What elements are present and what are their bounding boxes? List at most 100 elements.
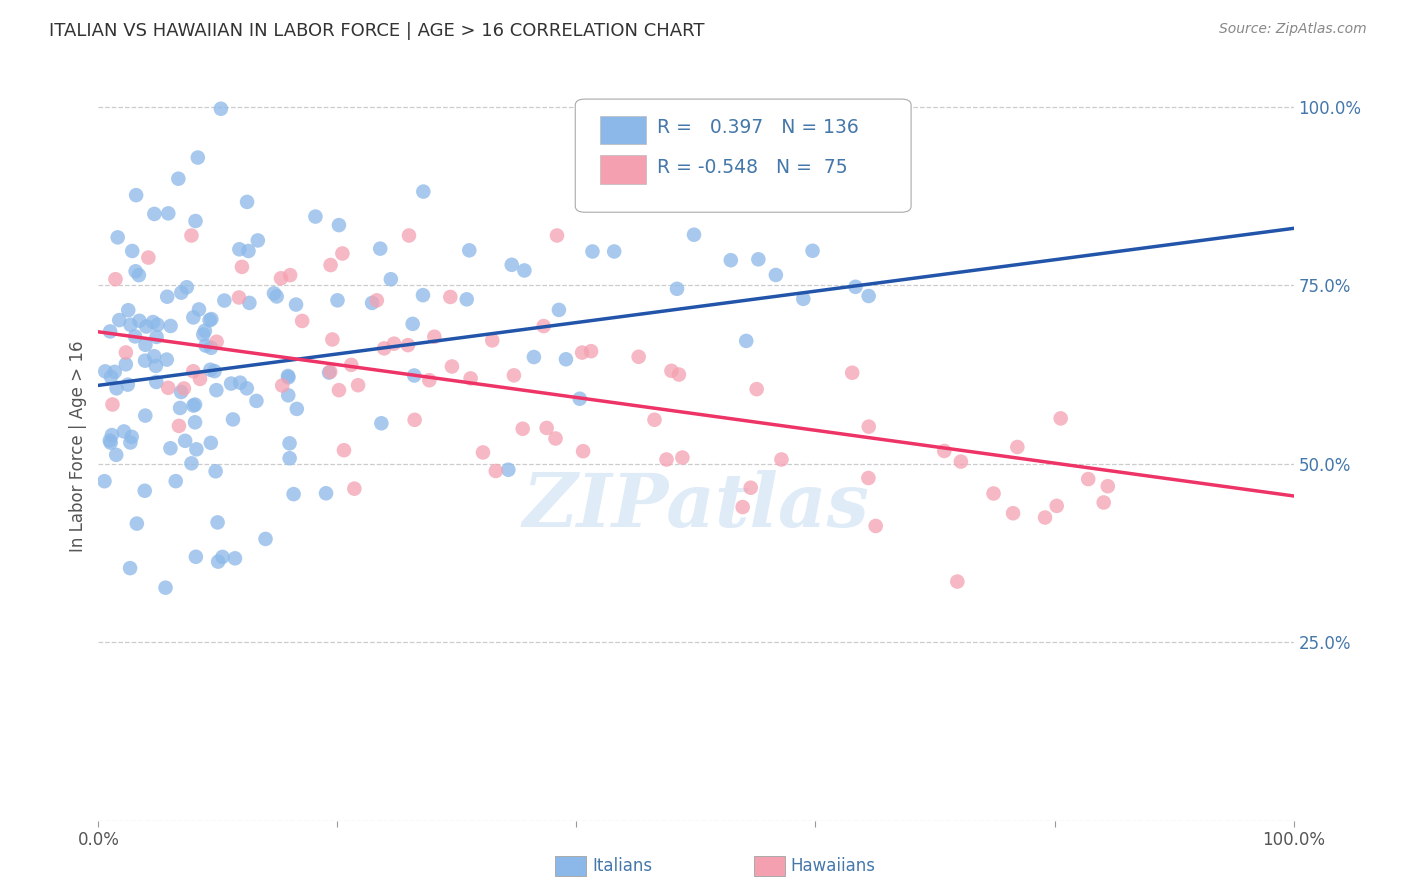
Point: [157, 206, 180, 220]
Point: [439, 290, 461, 304]
Point: [1002, 506, 1025, 520]
Point: [326, 293, 349, 308]
Point: [523, 350, 546, 364]
Point: [770, 452, 793, 467]
Point: [159, 442, 181, 456]
Point: [100, 435, 122, 450]
Point: [572, 444, 595, 458]
Point: [370, 417, 392, 431]
Point: [328, 218, 350, 232]
Point: [104, 272, 127, 286]
Point: [214, 293, 236, 308]
Point: [228, 290, 250, 304]
Point: [270, 271, 292, 285]
Point: [142, 315, 165, 329]
Point: [512, 422, 534, 436]
Point: [138, 251, 160, 265]
Point: [121, 244, 143, 258]
Point: [949, 454, 972, 468]
Point: [211, 549, 233, 564]
Text: ZIPatlas: ZIPatlas: [523, 470, 869, 542]
Point: [188, 302, 211, 317]
Point: [568, 392, 591, 406]
Text: R =   0.397   N = 136: R = 0.397 N = 136: [657, 118, 858, 137]
Point: [548, 302, 571, 317]
Point: [180, 228, 202, 243]
Point: [266, 289, 288, 303]
Point: [245, 393, 267, 408]
Point: [117, 377, 139, 392]
Point: [668, 368, 690, 382]
Point: [318, 366, 340, 380]
Point: [105, 448, 128, 462]
Point: [456, 293, 478, 307]
Point: [533, 319, 555, 334]
Point: [183, 399, 205, 413]
Point: [328, 383, 350, 397]
Point: [108, 313, 131, 327]
Point: [412, 288, 434, 302]
Point: [671, 450, 693, 465]
Point: [555, 352, 578, 367]
Point: [343, 482, 366, 496]
Point: [472, 445, 495, 459]
Point: [333, 443, 356, 458]
Text: Source: ZipAtlas.com: Source: ZipAtlas.com: [1219, 22, 1367, 37]
Point: [498, 463, 520, 477]
Point: [121, 430, 143, 444]
Point: [683, 227, 706, 242]
Point: [858, 289, 880, 303]
Point: [283, 487, 305, 501]
Point: [536, 421, 558, 435]
Point: [101, 428, 124, 442]
Point: [740, 481, 762, 495]
Point: [165, 474, 187, 488]
Point: [983, 486, 1005, 500]
Point: [194, 324, 217, 338]
Point: [124, 264, 146, 278]
Point: [193, 327, 215, 342]
Point: [246, 234, 269, 248]
Point: [205, 334, 228, 349]
Point: [184, 415, 207, 429]
Point: [1007, 440, 1029, 454]
Point: [423, 329, 446, 343]
Point: [143, 207, 166, 221]
Point: [228, 242, 250, 256]
Point: [194, 338, 217, 352]
Point: [277, 370, 299, 384]
Point: [844, 280, 866, 294]
Point: [460, 371, 482, 385]
Point: [792, 292, 814, 306]
Point: [181, 364, 204, 378]
Point: [858, 419, 880, 434]
Point: [1097, 479, 1119, 493]
Point: [1077, 472, 1099, 486]
Point: [321, 333, 343, 347]
Point: [184, 549, 207, 564]
Point: [666, 282, 689, 296]
Point: [180, 456, 202, 470]
Point: [1046, 499, 1069, 513]
Point: [801, 244, 824, 258]
Point: [236, 194, 259, 209]
Point: [176, 280, 198, 294]
Point: [174, 434, 197, 448]
Point: [765, 268, 787, 282]
Point: [200, 341, 222, 355]
Point: [603, 244, 626, 259]
Point: [169, 401, 191, 415]
Point: [104, 365, 127, 379]
Point: [157, 381, 180, 395]
Point: [186, 442, 208, 457]
Point: [661, 364, 683, 378]
Point: [115, 345, 138, 359]
Point: [404, 368, 426, 383]
Point: [665, 195, 688, 210]
Point: [125, 516, 148, 531]
Point: [319, 258, 342, 272]
Point: [209, 102, 232, 116]
Point: [93, 474, 115, 488]
Point: [155, 581, 177, 595]
Point: [485, 464, 508, 478]
